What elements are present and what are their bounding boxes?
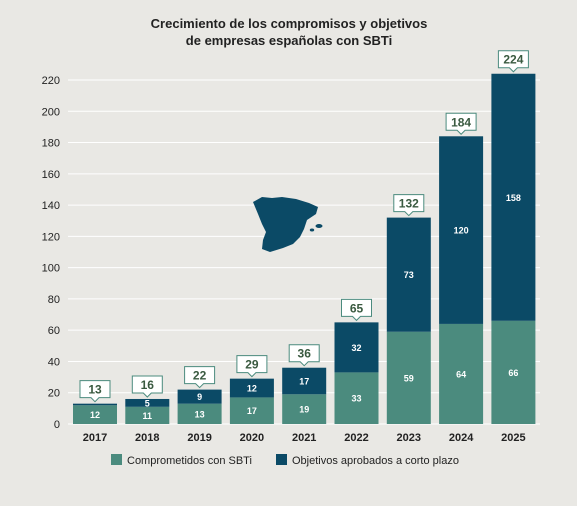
y-tick-label: 0 (54, 419, 60, 431)
total-callout (393, 194, 425, 217)
bar-label-committed: 66 (508, 368, 518, 378)
bar-label-committed: 11 (143, 411, 153, 421)
y-tick-label: 180 (42, 138, 60, 150)
bar-label-committed: 12 (90, 410, 100, 420)
bar-committed (73, 405, 117, 424)
bar-approved (282, 367, 327, 395)
y-tick-label: 160 (42, 169, 60, 181)
total-label: 184 (451, 115, 471, 129)
total-callout (131, 375, 163, 398)
x-axis: 2017 2018 2019 2020 2021 2022 2023 2024 2025 (83, 432, 526, 444)
total-label: 29 (245, 358, 259, 372)
bar-committed (334, 372, 379, 424)
chart-title-line: Crecimiento de los compromisos y objetiv… (151, 16, 428, 31)
y-tick-label: 220 (42, 75, 60, 87)
y-tick-label: 40 (48, 356, 60, 368)
bar-committed (439, 323, 484, 424)
chart-title: Crecimiento de los compromisos y objetiv… (151, 16, 428, 48)
y-tick-label: 80 (48, 294, 60, 306)
total-label: 13 (88, 383, 102, 397)
bar-approved (334, 322, 379, 373)
chart-title-line: de empresas españolas con SBTi (186, 33, 392, 48)
x-tick-label: 2019 (187, 432, 211, 444)
y-tick-label: 120 (42, 231, 60, 243)
bar-committed (282, 394, 327, 424)
total-callout (236, 355, 268, 378)
bar-label-approved: 32 (351, 343, 361, 353)
x-tick-label: 2023 (397, 432, 421, 444)
x-tick-label: 2018 (135, 432, 159, 444)
legend-swatch-committed (111, 454, 122, 465)
spain-map-icon (253, 197, 323, 252)
x-tick-label: 2021 (292, 432, 316, 444)
y-tick-label: 20 (48, 388, 60, 400)
y-tick-label: 60 (48, 325, 60, 337)
bar-label-approved: 5 (145, 398, 150, 408)
y-tick-label: 140 (42, 200, 60, 212)
bar-committed (177, 403, 222, 424)
total-label: 16 (141, 378, 155, 392)
bar-approved (491, 73, 536, 321)
bar-approved (386, 217, 431, 332)
legend-label-committed: Comprometidos con SBTi (127, 455, 252, 467)
spain-map-island (315, 224, 323, 228)
total-label: 65 (350, 301, 364, 315)
bar-label-committed: 64 (456, 369, 466, 379)
total-label: 224 (503, 53, 523, 67)
y-tick-label: 200 (42, 106, 60, 118)
legend: Comprometidos con SBTi Objetivos aprobado… (111, 454, 459, 467)
legend-swatch-approved (276, 454, 287, 465)
total-callout (341, 298, 372, 322)
x-tick-label: 2020 (240, 432, 264, 444)
bar-committed (491, 320, 536, 424)
y-tick-label: 100 (42, 263, 60, 275)
bar-label-committed: 13 (195, 409, 205, 419)
x-tick-label: 2022 (344, 432, 368, 444)
total-label: 132 (399, 197, 419, 211)
total-callout (79, 380, 111, 403)
bar-label-approved: 12 (247, 384, 257, 394)
spain-map-island (309, 228, 315, 232)
bar-label-approved: 158 (506, 193, 521, 203)
bar-approved (439, 136, 484, 324)
total-callout (445, 112, 477, 135)
total-label: 36 (298, 347, 312, 361)
bar-label-committed: 59 (404, 373, 414, 383)
bar-label-committed: 33 (351, 394, 361, 404)
bar-approved (73, 403, 117, 406)
x-tick-label: 2024 (449, 432, 474, 444)
bars-layer: 12 13 11 5 16 13 9 22 17 12 29 19 17 36 33 32 65 59 73 132 6… (73, 50, 536, 424)
bar-label-approved: 120 (454, 226, 469, 236)
bar-approved (229, 378, 274, 398)
total-callout (288, 344, 320, 367)
bar-approved (125, 398, 170, 407)
total-callout (184, 366, 216, 389)
bar-label-committed: 19 (299, 405, 309, 415)
bar-committed (386, 331, 431, 424)
bar-label-committed: 17 (247, 406, 257, 416)
legend-label-approved: Objetivos aprobados a corto plazo (292, 455, 459, 467)
bar-committed (229, 397, 274, 424)
x-tick-label: 2025 (501, 432, 525, 444)
bar-label-approved: 9 (197, 392, 202, 402)
bar-label-approved: 17 (299, 377, 309, 387)
bar-label-approved: 73 (404, 270, 414, 280)
total-label: 22 (193, 369, 207, 383)
spain-map-shape (253, 197, 318, 252)
bar-committed (125, 406, 170, 424)
bar-approved (177, 389, 222, 404)
total-callout (497, 50, 529, 73)
x-tick-label: 2017 (83, 432, 107, 444)
